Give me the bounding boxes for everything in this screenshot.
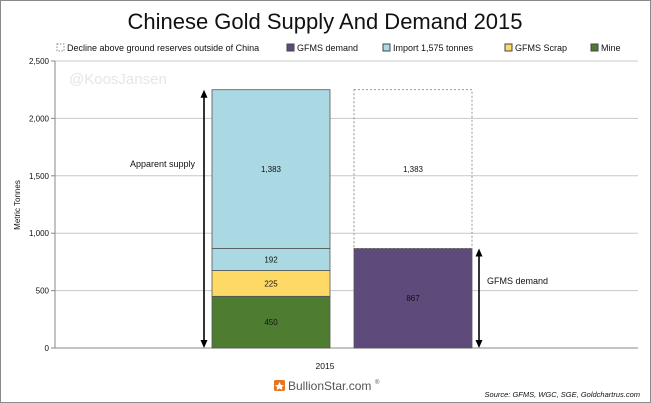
bar-value-label: 867 — [406, 294, 420, 303]
y-tick-labels: 0 500 1,000 1,500 2,000 2,500 — [29, 57, 50, 353]
y-tick-label: 0 — [45, 344, 50, 353]
apparent-supply-label: Apparent supply — [130, 159, 196, 169]
y-tick-label: 1,500 — [29, 172, 50, 181]
bar-segment — [353, 89, 473, 249]
brand-registered-mark: ® — [375, 379, 380, 386]
apparent-supply-arrow-head-bottom — [200, 340, 208, 348]
bar-value-label: 192 — [264, 255, 278, 264]
x-tick-label-2015: 2015 — [316, 361, 335, 371]
chart-title: Chinese Gold Supply And Demand 2015 — [127, 9, 522, 34]
source-note: Source: GFMS, WGC, SGE, Goldchartrus.com — [485, 390, 640, 399]
bar-value-label: 1,383 — [261, 165, 282, 174]
legend: Decline above ground reserves outside of… — [56, 43, 621, 53]
gfms-demand-arrow-head-bottom — [475, 340, 483, 348]
apparent-supply-arrow-head-top — [200, 89, 208, 98]
gridlines — [51, 60, 638, 349]
legend-swatch-gfms-demand — [286, 43, 295, 52]
bars — [211, 89, 473, 349]
bar-segment — [211, 89, 331, 249]
bar-value-label: 225 — [264, 279, 278, 288]
legend-swatch-decline — [56, 43, 65, 52]
bar-value-label: 450 — [264, 318, 278, 327]
gfms-demand-label: GFMS demand — [487, 276, 548, 286]
legend-label-mine: Mine — [601, 43, 621, 53]
apparent-supply-arrow — [200, 89, 208, 348]
legend-swatch-mine — [590, 43, 599, 52]
y-tick-label: 2,000 — [29, 114, 50, 123]
bar-labels: 450 225 192 1,383 867 1,383 — [261, 165, 424, 327]
brand-name: BullionStar.com — [288, 379, 371, 393]
y-tick-label: 500 — [36, 287, 50, 296]
y-axis-title: Metric Tonnes — [13, 180, 22, 230]
bar-segment — [211, 295, 331, 349]
legend-label-decline: Decline above ground reserves outside of… — [67, 43, 259, 53]
y-tick-label: 1,000 — [29, 229, 50, 238]
legend-swatch-import — [382, 43, 391, 52]
bar-segment — [211, 270, 331, 297]
brand-logo: BullionStar.com ® — [274, 379, 380, 393]
gfms-demand-arrow-head-top — [475, 248, 483, 257]
bar-segment — [353, 248, 473, 349]
bar-value-label: 1,383 — [403, 165, 424, 174]
legend-swatch-scrap — [504, 43, 513, 52]
gfms-demand-arrow — [475, 248, 483, 348]
y-tick-label: 2,500 — [29, 57, 50, 66]
brand-star-icon — [275, 382, 284, 390]
legend-label-import: Import 1,575 tonnes — [393, 43, 474, 53]
legend-label-gfms-demand: GFMS demand — [297, 43, 358, 53]
legend-label-scrap: GFMS Scrap — [515, 43, 567, 53]
watermark: @KoosJansen — [69, 71, 167, 88]
